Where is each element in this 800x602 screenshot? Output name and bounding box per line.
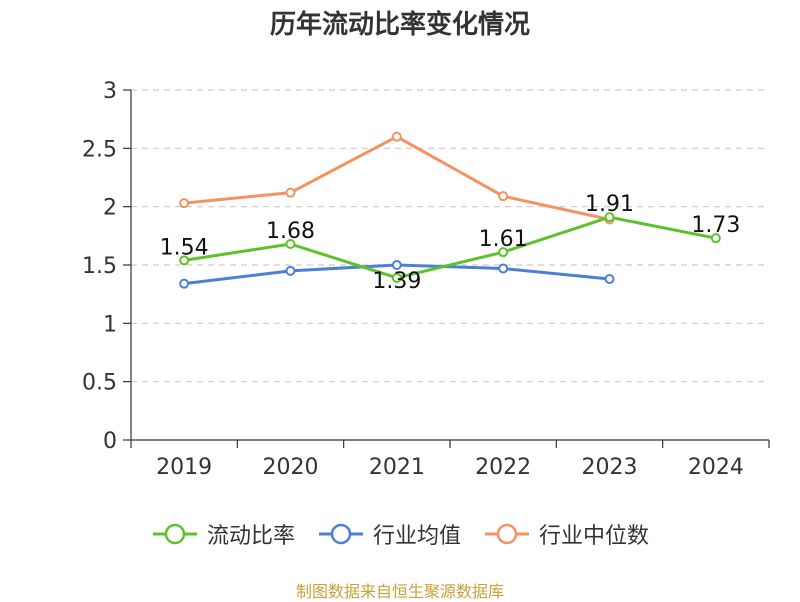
data-labels: 1.54 1.68 1.39 1.61 1.91 1.73	[160, 192, 741, 294]
data-point	[285, 187, 296, 198]
series-lines	[179, 131, 721, 289]
data-point	[285, 239, 296, 249]
axes: 0 0.5 1 1.5 2 2.5 3 2019 2020 2021 2022 2023 2024	[82, 79, 770, 480]
legend: 流动比率 行业均值 行业中位数	[0, 518, 800, 550]
data-point	[498, 191, 509, 202]
data-point	[498, 247, 509, 258]
series-line-0	[183, 215, 717, 280]
legend-label: 流动比率	[206, 524, 295, 549]
x-tick-label: 2020	[263, 455, 319, 480]
y-tick-label: 3	[103, 79, 117, 104]
data-point	[179, 198, 190, 209]
legend-label: 行业均值	[372, 524, 461, 549]
data-label: 1.61	[479, 227, 528, 252]
x-tick-label: 2019	[156, 455, 212, 480]
y-tick-label: 2.5	[82, 137, 117, 162]
x-tick-label: 2024	[688, 455, 744, 480]
grid-lines	[131, 89, 769, 383]
legend-swatch-icon	[485, 523, 529, 545]
legend-label: 行业中位数	[539, 524, 650, 549]
legend-swatch-icon	[318, 523, 363, 545]
data-point	[391, 131, 402, 142]
data-label: 1.54	[160, 235, 209, 260]
data-label: 1.39	[372, 269, 421, 294]
data-point	[179, 278, 190, 289]
legend-item[interactable]: 行业均值	[317, 518, 461, 550]
chart-title: 历年流动比率变化情况	[269, 10, 530, 40]
legend-swatch-icon	[152, 523, 197, 545]
data-point	[498, 263, 509, 274]
data-point	[391, 272, 402, 283]
y-tick-label: 2	[103, 196, 117, 221]
source-note: 制图数据来自恒生聚源数据库	[295, 582, 504, 601]
data-point	[710, 233, 721, 244]
y-tick-label: 1.5	[82, 254, 117, 279]
y-tick-label: 0.5	[82, 371, 117, 396]
y-tick-label: 1	[103, 312, 117, 337]
data-label: 1.73	[691, 213, 740, 238]
legend-item[interactable]: 流动比率	[151, 518, 295, 550]
data-point	[285, 265, 296, 276]
data-point	[179, 255, 190, 266]
data-label: 1.91	[585, 192, 634, 217]
x-tick-label: 2022	[475, 455, 531, 480]
data-point	[391, 260, 402, 270]
legend-item[interactable]: 行业中位数	[483, 518, 649, 550]
y-tick-label: 0	[103, 429, 117, 454]
x-tick-label: 2021	[369, 455, 425, 480]
data-point	[604, 274, 615, 284]
data-label: 1.68	[266, 219, 315, 244]
data-point	[604, 212, 615, 223]
x-tick-label: 2023	[582, 455, 638, 480]
